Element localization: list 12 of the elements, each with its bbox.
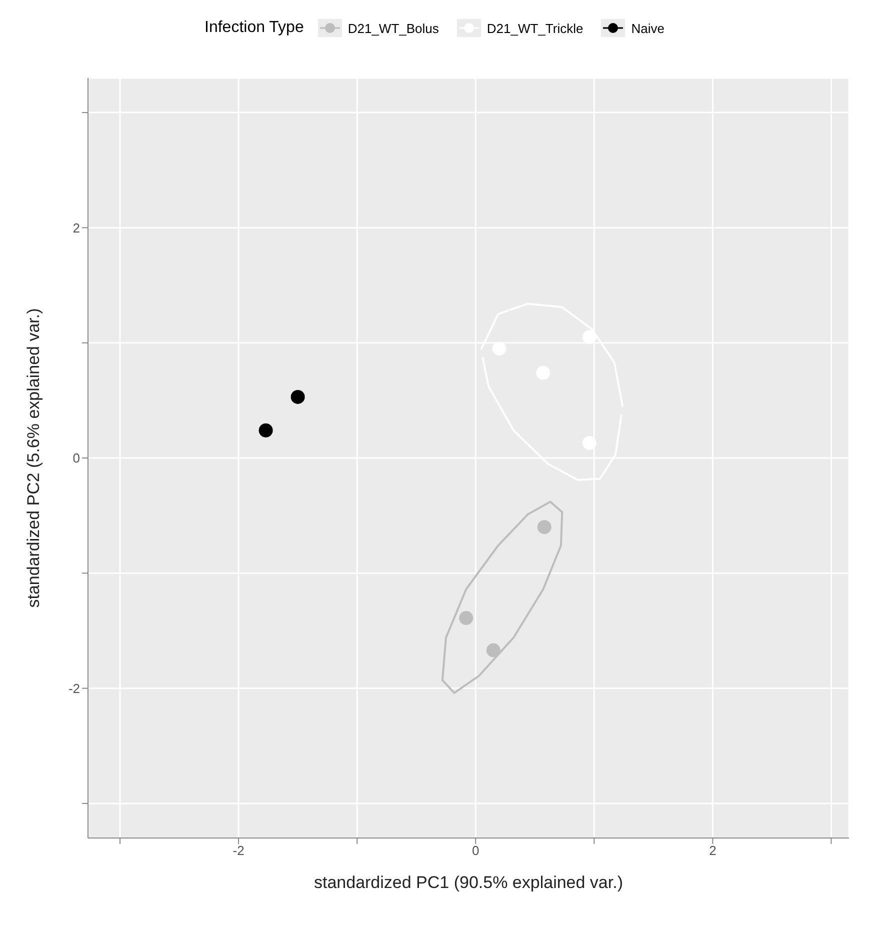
y-tick-label: 2 [72, 220, 80, 236]
x-tick-label: 2 [709, 843, 716, 858]
x-tick-label: 0 [472, 843, 480, 858]
y-tick-label: 0 [72, 450, 80, 466]
legend-title: Infection Type [204, 19, 304, 37]
y-axis-title: standardized PC2 (5.6% explained var.) [24, 308, 44, 608]
x-tick-label: -2 [232, 843, 244, 858]
legend-label: Naive [631, 20, 664, 36]
legend-label: D21_WT_Bolus [348, 20, 439, 36]
legend-label: D21_WT_Trickle [486, 20, 584, 36]
x-axis-title: standardized PC1 (90.5% explained var.) [314, 873, 624, 892]
y-tick-label: -2 [68, 680, 80, 696]
